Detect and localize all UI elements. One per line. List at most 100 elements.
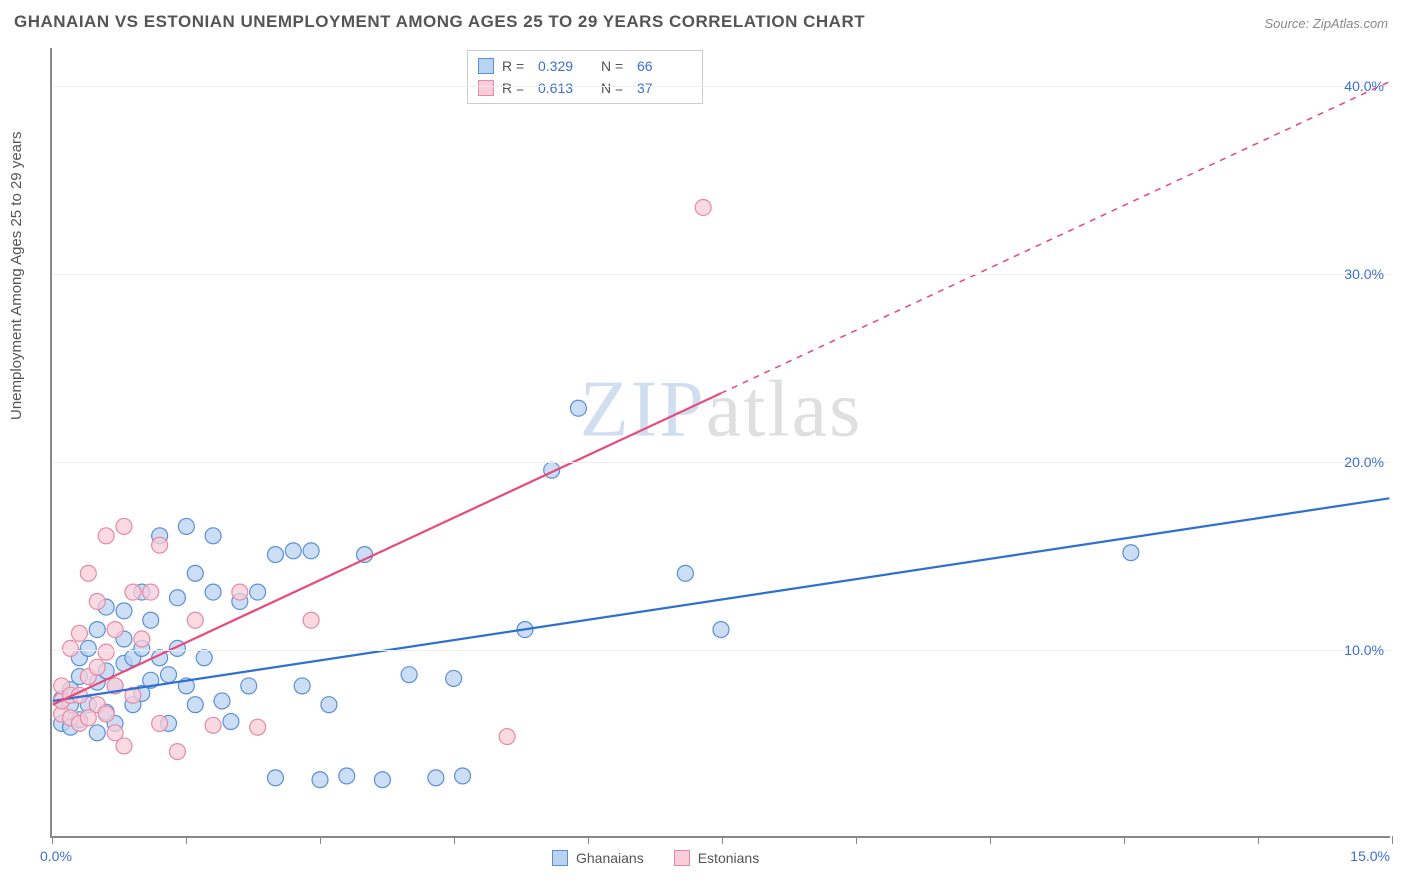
data-point	[71, 715, 87, 731]
data-point	[374, 772, 390, 788]
data-point	[677, 565, 693, 581]
data-point	[116, 655, 132, 671]
data-point	[71, 712, 87, 728]
gridline	[52, 650, 1390, 651]
n-label: N =	[601, 80, 629, 96]
data-point	[134, 584, 150, 600]
data-point	[98, 599, 114, 615]
data-point	[428, 770, 444, 786]
watermark: ZIPatlas	[580, 365, 863, 456]
data-point	[63, 710, 79, 726]
data-point	[116, 518, 132, 534]
data-point	[161, 667, 177, 683]
data-point	[54, 715, 70, 731]
data-point	[80, 640, 96, 656]
data-point	[143, 612, 159, 628]
data-point	[107, 678, 123, 694]
x-tick	[856, 836, 857, 844]
y-tick-label: 30.0%	[1344, 266, 1384, 282]
data-point	[223, 714, 239, 730]
data-point	[80, 669, 96, 685]
trend-line	[53, 498, 1390, 701]
data-point	[98, 706, 114, 722]
data-point	[107, 622, 123, 638]
data-point	[161, 715, 177, 731]
data-point	[499, 729, 515, 745]
plot-area: ZIPatlas R =0.329N =66R =0.613N =37 Ghan…	[50, 48, 1390, 838]
x-tick	[186, 836, 187, 844]
data-point	[312, 772, 328, 788]
data-point	[446, 670, 462, 686]
data-point	[116, 631, 132, 647]
y-tick-label: 40.0%	[1344, 78, 1384, 94]
r-value: 0.613	[538, 80, 593, 96]
data-point	[241, 678, 257, 694]
legend-swatch	[552, 850, 568, 866]
data-point	[134, 685, 150, 701]
legend-label: Ghanaians	[576, 850, 644, 866]
data-point	[80, 710, 96, 726]
data-point	[89, 725, 105, 741]
data-point	[143, 584, 159, 600]
data-point	[125, 650, 141, 666]
data-point	[63, 697, 79, 713]
r-label: R =	[502, 58, 530, 74]
data-point	[107, 678, 123, 694]
gridline	[52, 86, 1390, 87]
data-point	[205, 584, 221, 600]
data-point	[107, 715, 123, 731]
n-value: 66	[637, 58, 692, 74]
series-legend: Ghanaians Estonians	[552, 850, 759, 866]
data-point	[1123, 545, 1139, 561]
data-point	[71, 669, 87, 685]
data-point	[89, 622, 105, 638]
x-tick	[454, 836, 455, 844]
gridline	[52, 462, 1390, 463]
data-point	[152, 528, 168, 544]
data-point	[89, 697, 105, 713]
data-point	[116, 603, 132, 619]
data-point	[152, 537, 168, 553]
x-axis-max-label: 15.0%	[1350, 848, 1390, 864]
watermark-zip: ZIP	[580, 366, 706, 454]
trend-line-extrapolated	[721, 82, 1389, 393]
data-point	[152, 650, 168, 666]
data-point	[152, 715, 168, 731]
y-tick-label: 20.0%	[1344, 454, 1384, 470]
data-point	[89, 674, 105, 690]
data-point	[196, 650, 212, 666]
x-tick	[1124, 836, 1125, 844]
data-point	[54, 678, 70, 694]
stats-legend: R =0.329N =66R =0.613N =37	[467, 50, 703, 104]
x-axis-min-label: 0.0%	[40, 848, 72, 864]
data-point	[89, 593, 105, 609]
data-point	[125, 584, 141, 600]
stats-row: R =0.613N =37	[478, 77, 692, 99]
data-point	[80, 565, 96, 581]
data-point	[214, 693, 230, 709]
data-point	[205, 717, 221, 733]
data-point	[178, 518, 194, 534]
data-point	[187, 612, 203, 628]
data-point	[54, 693, 70, 709]
x-tick	[52, 836, 53, 844]
x-tick	[722, 836, 723, 844]
data-point	[143, 672, 159, 688]
legend-label: Estonians	[698, 850, 759, 866]
trend-line	[53, 393, 721, 704]
data-point	[401, 667, 417, 683]
data-point	[294, 678, 310, 694]
x-tick	[320, 836, 321, 844]
data-point	[98, 528, 114, 544]
legend-swatch	[674, 850, 690, 866]
data-point	[98, 644, 114, 660]
data-point	[169, 590, 185, 606]
data-point	[71, 650, 87, 666]
data-point	[98, 663, 114, 679]
data-point	[250, 719, 266, 735]
data-point	[339, 768, 355, 784]
data-point	[54, 706, 70, 722]
data-point	[125, 697, 141, 713]
r-value: 0.329	[538, 58, 593, 74]
data-point	[63, 640, 79, 656]
